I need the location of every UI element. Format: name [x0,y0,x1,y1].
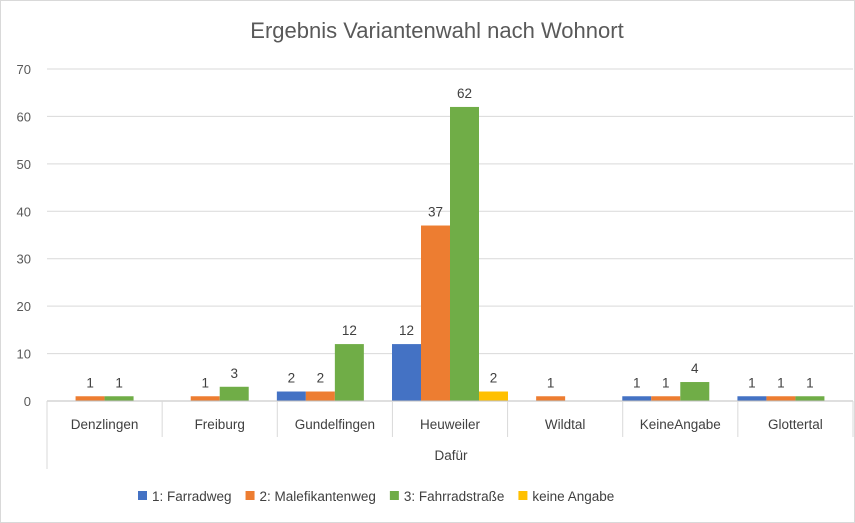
data-label: 1 [633,375,641,390]
x-tick-label: Denzlingen [71,417,139,432]
data-label: 1 [662,375,670,390]
data-label: 37 [428,205,443,220]
data-label: 1 [547,375,555,390]
data-label: 1 [115,375,123,390]
axes: 0 10 20 30 40 50 60 70 Denzlingen Freiburg Gundelf… [17,62,854,469]
data-label: 4 [691,361,699,376]
y-tick-label: 30 [17,252,31,267]
bar [766,396,796,401]
legend: 1: Farradweg 2: Malefikantenweg 3: Fahrrad… [138,489,614,504]
y-tick-label: 60 [17,109,31,124]
y-tick-label: 0 [24,394,31,409]
legend-swatch [138,491,147,500]
legend-label: keine Angabe [532,489,614,504]
x-tick-label: KeineAngabe [640,417,721,432]
data-label: 1 [748,375,756,390]
y-tick-label: 40 [17,204,31,219]
legend-label: 2: Malefikantenweg [260,489,376,504]
data-label: 2 [317,371,325,386]
bar [75,396,105,401]
data-label: 1 [777,375,785,390]
bar [276,391,306,401]
bar [622,396,652,401]
y-tick-label: 20 [17,299,31,314]
x-tick-label: Heuweiler [420,417,481,432]
bar [479,391,508,401]
bar [680,382,710,401]
data-label: 2 [490,371,498,386]
legend-swatch [518,491,528,500]
data-label: 1 [201,375,209,390]
bar [795,396,825,401]
chart-title: Ergebnis Variantenwahl nach Wohnort [250,18,623,43]
bar [190,396,220,401]
x-tick-label: Gundelfingen [295,417,375,432]
bar [219,386,249,401]
bar [392,344,421,401]
y-tick-label: 10 [17,347,31,362]
legend-label: 3: Fahrradstraße [404,489,505,504]
bar [737,396,767,401]
x-tick-label: Freiburg [195,417,245,432]
data-label: 12 [342,323,357,338]
data-label: 12 [399,323,414,338]
data-label: 62 [457,86,472,101]
bar [104,396,134,401]
y-tick-label: 50 [17,157,31,172]
bar [421,225,450,401]
x-tick-label: Glottertal [768,417,823,432]
legend-swatch [389,491,399,500]
data-label: 2 [288,371,296,386]
legend-label: 1: Farradweg [152,489,232,504]
bar [651,396,681,401]
data-label: 1 [806,375,814,390]
y-tick-label: 70 [17,62,31,77]
bar [536,396,566,401]
bars [75,106,825,401]
x-tick-label: Wildtal [545,417,586,432]
bar [334,344,364,401]
data-label: 1 [86,375,94,390]
bar [450,106,479,401]
bar [305,391,335,401]
legend-swatch [245,491,255,500]
category-group-label: Dafür [434,448,468,463]
data-label: 3 [230,366,238,381]
